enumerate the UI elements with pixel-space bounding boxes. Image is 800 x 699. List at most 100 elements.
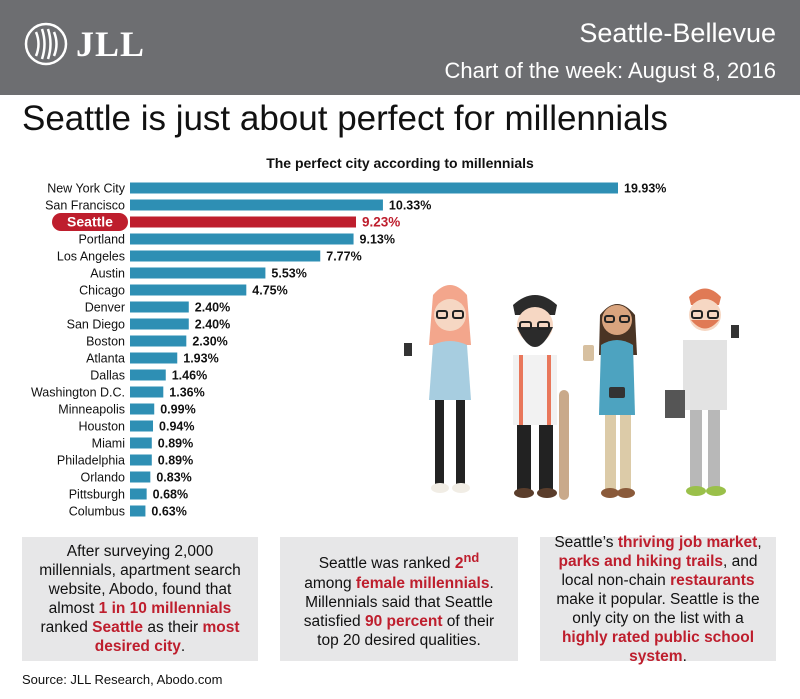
bar — [130, 488, 147, 500]
category-label: Atlanta — [86, 352, 125, 366]
highlight-label-pill — [52, 213, 128, 231]
bar — [130, 216, 357, 228]
value-label: 10.33% — [389, 199, 431, 213]
info-card-ranking-text: Seattle was ranked 2nd among female mill… — [294, 548, 504, 649]
category-label: San Francisco — [45, 199, 125, 213]
value-label: 0.89% — [158, 454, 193, 468]
bar — [130, 454, 152, 466]
card-text-segment: , — [757, 533, 762, 551]
card-text-segment: After surveying 2,000 millennials, apart… — [39, 543, 241, 617]
bar — [130, 199, 383, 211]
value-label: 19.93% — [624, 182, 666, 196]
bar — [130, 420, 154, 432]
card-text-segment: ranked — [40, 619, 93, 636]
jll-logo-icon — [24, 22, 68, 66]
card-text-segment: nd — [463, 550, 480, 566]
bar — [130, 182, 618, 194]
category-label: Seattle — [67, 214, 113, 230]
bar — [130, 233, 354, 245]
card-text-segment: Seattle was ranked — [318, 555, 455, 573]
bar — [130, 403, 155, 415]
value-label: 0.89% — [158, 437, 193, 451]
chart-of-week-label: Chart of the week: August 8, 2016 — [444, 58, 776, 83]
logo-text: JLL — [76, 24, 146, 64]
value-label: 2.40% — [195, 318, 230, 332]
bar — [130, 437, 152, 449]
value-label: 7.77% — [326, 250, 361, 264]
card-text-segment: among — [304, 574, 356, 592]
category-label: San Diego — [67, 318, 125, 332]
value-label: 9.13% — [360, 233, 395, 247]
value-label: 1.93% — [183, 352, 218, 366]
value-label: 9.23% — [362, 215, 400, 230]
category-label: Columbus — [69, 505, 125, 519]
category-label: Philadelphia — [57, 454, 125, 468]
category-label: Houston — [78, 420, 125, 434]
info-card-survey-text: After surveying 2,000 millennials, apart… — [36, 542, 244, 656]
info-card-reasons: Seattle’s thriving job market, parks and… — [540, 534, 776, 665]
page-headline: Seattle is just about perfect for millen… — [22, 99, 668, 138]
millennials-illustration — [404, 285, 739, 500]
bar — [130, 335, 187, 347]
bar-chart: New York City 19.93% San Francisco 10.33% Se… — [31, 182, 666, 519]
card-text-segment: . — [180, 638, 186, 655]
card-text-segment: thriving job market — [617, 533, 758, 551]
card-text-segment: of their top 20 desired qualities. — [317, 612, 495, 649]
man-with-bag-figure — [665, 288, 739, 496]
card-text-segment: 1 in 10 millennials — [98, 600, 232, 617]
category-label: Portland — [78, 233, 125, 247]
bar — [130, 505, 146, 517]
card-text-segment: Seattle — [92, 619, 144, 636]
bar — [130, 284, 247, 296]
category-label: Minneapolis — [58, 403, 125, 417]
bar — [130, 301, 189, 313]
bar — [130, 267, 266, 279]
card-text-segment: , and local non-chain — [561, 552, 758, 589]
woman-with-camera-figure — [583, 304, 637, 498]
card-text-segment: female millennials — [355, 574, 490, 592]
region-label: Seattle-Bellevue — [579, 18, 776, 48]
card-text-segment: parks and hiking trails — [558, 552, 724, 570]
category-label: Denver — [85, 301, 125, 315]
category-label: Miami — [92, 437, 125, 451]
jll-logo: JLL — [24, 22, 145, 66]
value-label: 5.53% — [271, 267, 306, 281]
value-label: 1.36% — [169, 386, 204, 400]
category-label: Washington D.C. — [31, 386, 125, 400]
category-label: New York City — [47, 182, 126, 196]
card-text-segment: most desired city — [94, 619, 240, 655]
info-card-survey: After surveying 2,000 millennials, apart… — [22, 537, 258, 661]
card-text-segment: make it popular. Seattle is the only cit… — [556, 590, 760, 627]
card-text-segment: 90 percent — [364, 612, 443, 630]
source-note: Source: JLL Research, Abodo.com — [22, 672, 223, 687]
value-label: 1.46% — [172, 369, 207, 383]
info-card-reasons-text: Seattle’s thriving job market, parks and… — [554, 533, 762, 666]
value-label: 4.75% — [252, 284, 287, 298]
bar — [130, 318, 189, 330]
card-text-segment: 2 — [454, 555, 464, 573]
bar — [130, 369, 166, 381]
bearded-man-figure — [513, 295, 569, 500]
bar — [130, 471, 151, 483]
card-text-segment: as their — [143, 619, 203, 636]
value-label: 0.99% — [160, 403, 195, 417]
category-label: Austin — [90, 267, 125, 281]
card-text-segment: . — [682, 647, 687, 665]
chart-title: The perfect city according to millennial… — [266, 155, 534, 171]
info-card-ranking: Seattle was ranked 2nd among female mill… — [280, 537, 518, 661]
header-banner: JLL Seattle-Bellevue Chart of the week: … — [0, 0, 800, 95]
woman-with-phone-figure — [404, 285, 471, 493]
card-text-segment: Seattle’s — [554, 533, 618, 551]
card-text-segment: highly rated public school system — [561, 628, 755, 665]
value-label: 2.30% — [192, 335, 227, 349]
value-label: 0.94% — [159, 420, 194, 434]
value-label: 0.83% — [156, 471, 191, 485]
category-label: Los Angeles — [57, 250, 125, 264]
value-label: 0.68% — [153, 488, 188, 502]
category-label: Chicago — [79, 284, 125, 298]
category-label: Orlando — [81, 471, 126, 485]
category-label: Dallas — [90, 369, 125, 383]
card-text-segment: . Millennials said that Seattle satisfie… — [303, 574, 494, 630]
category-label: Pittsburgh — [69, 488, 125, 502]
value-label: 0.63% — [151, 505, 186, 519]
